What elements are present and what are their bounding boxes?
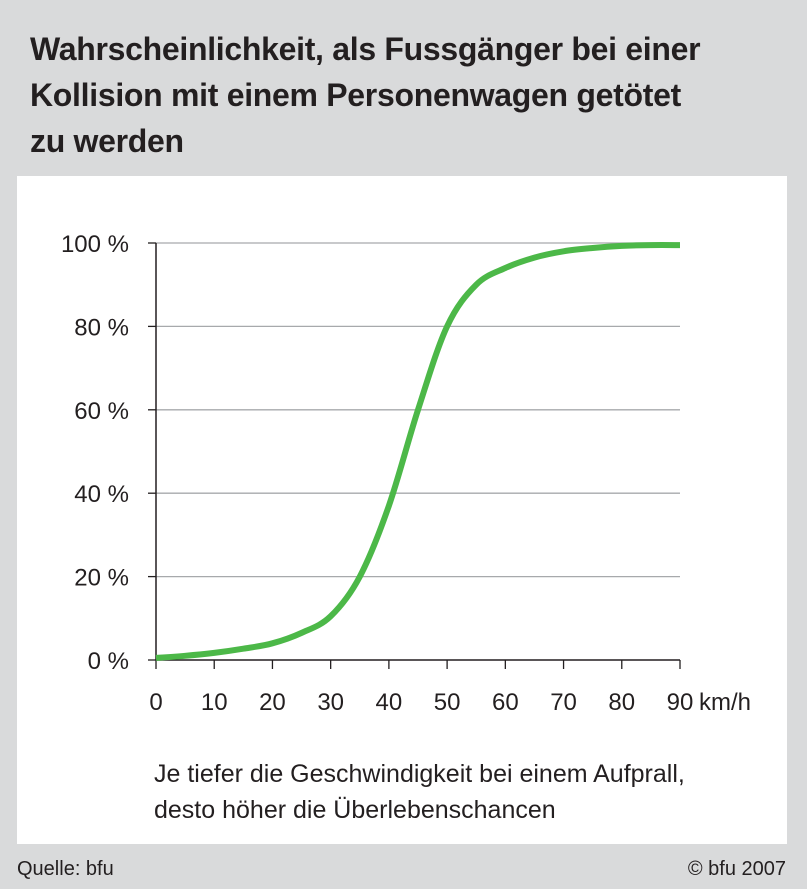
x-tick-label-80: 80 bbox=[608, 689, 635, 716]
chart-caption: Je tiefer die Geschwindigkeit bei einem … bbox=[154, 756, 774, 828]
title-line-1: Wahrscheinlichkeit, als Fussgänger bei e… bbox=[30, 31, 701, 67]
y-tick-label-60: 60 % bbox=[74, 398, 129, 425]
series-group bbox=[155, 242, 681, 661]
line-chart: 0 % 20 % 40 % 60 % 80 % 100 % 0 10 20 30 40 50 60 70… bbox=[61, 231, 751, 716]
x-tick-label-70: 70 bbox=[550, 689, 577, 716]
y-tick-label-0: 0 % bbox=[88, 648, 129, 675]
caption-line-1: Je tiefer die Geschwindigkeit bei einem … bbox=[154, 760, 685, 788]
copyright-label: © bfu 2007 bbox=[687, 858, 786, 880]
x-tick-label-10: 10 bbox=[201, 689, 228, 716]
footer: Quelle: bfu © bfu 2007 bbox=[0, 846, 807, 889]
y-tick-labels: 0 % 20 % 40 % 60 % 80 % 100 % bbox=[61, 231, 129, 675]
x-tick-label-90: 90 bbox=[667, 689, 694, 716]
x-tick-label-40: 40 bbox=[376, 689, 403, 716]
x-tick-labels: 0 10 20 30 40 50 60 70 80 90 bbox=[149, 689, 693, 716]
y-tick-label-100: 100 % bbox=[61, 231, 129, 258]
x-tick-label-50: 50 bbox=[434, 689, 461, 716]
x-tick-label-60: 60 bbox=[492, 689, 519, 716]
series-line-0 bbox=[155, 242, 681, 661]
x-tick-label-0: 0 bbox=[149, 689, 162, 716]
x-tick-label-20: 20 bbox=[259, 689, 286, 716]
title-line-3: zu werden bbox=[30, 123, 184, 159]
title-line-2: Kollision mit einem Personenwagen getöte… bbox=[30, 77, 681, 113]
chart-title: Wahrscheinlichkeit, als Fussgänger bei e… bbox=[30, 26, 770, 164]
caption-line-2: desto höher die Überlebenschancen bbox=[154, 796, 556, 824]
y-tick-label-80: 80 % bbox=[74, 314, 129, 341]
y-tick-label-20: 20 % bbox=[74, 565, 129, 592]
axes bbox=[148, 242, 681, 669]
header: Wahrscheinlichkeit, als Fussgänger bei e… bbox=[0, 0, 807, 175]
chart-panel: 0 % 20 % 40 % 60 % 80 % 100 % 0 10 20 30 40 50 60 70… bbox=[17, 176, 787, 844]
x-axis-label: km/h bbox=[699, 689, 751, 716]
source-label: Quelle: bfu bbox=[17, 858, 114, 880]
x-tick-label-30: 30 bbox=[317, 689, 344, 716]
y-tick-label-40: 40 % bbox=[74, 481, 129, 508]
